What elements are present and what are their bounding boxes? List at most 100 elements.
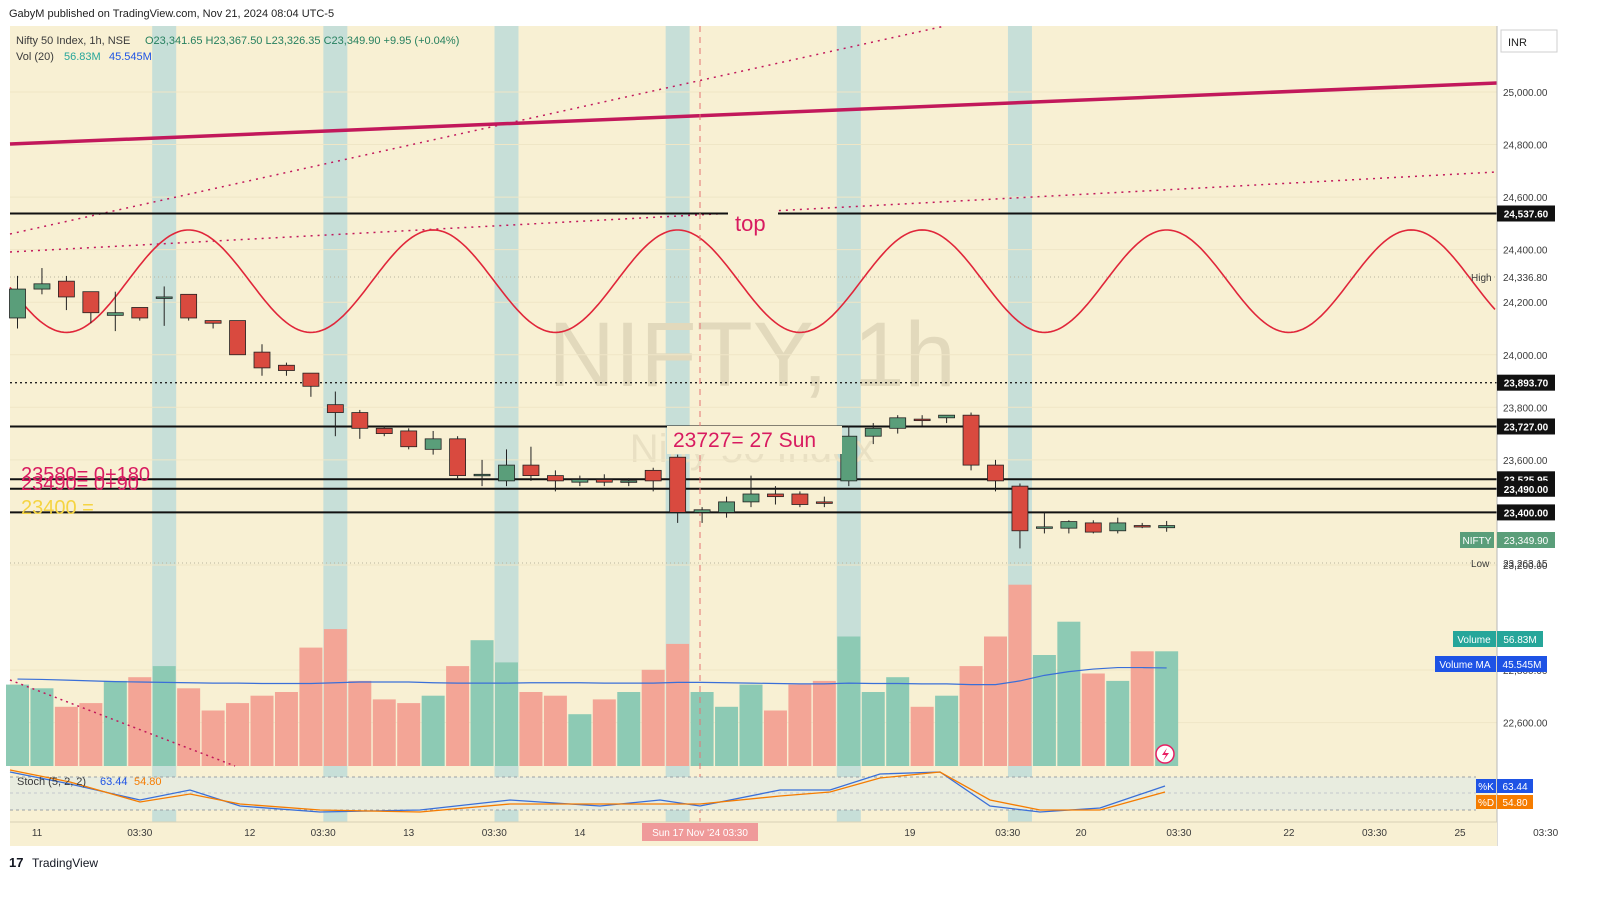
volume-bar	[470, 640, 494, 766]
candle-body	[864, 427, 882, 437]
candle-body	[718, 501, 735, 513]
volume-bar	[641, 669, 665, 766]
level-tag-text: 23,400.00	[1504, 508, 1549, 519]
volume-bar	[519, 692, 543, 766]
candle-body	[473, 473, 491, 477]
candle-body	[620, 480, 638, 483]
flash-icon-bolt	[1162, 748, 1169, 761]
volume-bar	[128, 677, 152, 766]
price-axis-bg[interactable]	[1497, 26, 1557, 846]
time-tick: 14	[574, 828, 586, 839]
tradingview-logo-icon[interactable]: 17	[9, 855, 23, 870]
volume-tag-value-bg	[1497, 631, 1543, 647]
candle-body	[742, 493, 760, 503]
volume-ma-line	[17, 666, 1167, 686]
stoch-d-value: 54.80	[1502, 798, 1527, 809]
time-tick: 19	[904, 828, 916, 839]
candle-body	[840, 435, 858, 482]
trend-line-dotted-steep	[9, 25, 946, 235]
stoch-d-line	[9, 769, 1166, 813]
volume-bar	[739, 684, 763, 766]
candle-body	[1036, 526, 1053, 529]
volume-bar	[910, 706, 934, 766]
level-23727-bg	[667, 426, 842, 454]
stoch-label[interactable]: Stoch (5, 2, 2)	[17, 776, 86, 788]
price-tick: 23,200.00	[1503, 561, 1548, 572]
high-value: 24,336.80	[1503, 273, 1548, 284]
time-tick: 22	[1283, 828, 1295, 839]
candle-body	[938, 414, 955, 419]
price-tick: 22,600.00	[1503, 719, 1548, 730]
volume-bar	[79, 703, 103, 766]
candle-body	[351, 412, 369, 429]
candle-body	[669, 456, 687, 513]
legend-vol-ma-value: 45.545M	[109, 51, 152, 63]
candle-body	[204, 320, 222, 324]
volume-bar	[715, 706, 739, 766]
currency-label: INR	[1508, 37, 1527, 49]
annotation-23727: 23727= 27 Sun	[673, 429, 816, 452]
volume-bar	[323, 629, 347, 766]
legend-vol-label[interactable]: Vol (20)	[16, 51, 54, 63]
level-tag-bg	[1497, 205, 1555, 222]
volume-bar	[690, 692, 714, 766]
time-tick: 20	[1076, 828, 1088, 839]
candle-body	[1011, 485, 1029, 532]
stoch-d-value-bg	[1497, 795, 1533, 809]
legend-symbol[interactable]: Nifty 50 Index, 1h, NSE	[16, 35, 130, 47]
time-tick: 11	[32, 828, 43, 839]
price-tick: 23,600.00	[1503, 456, 1548, 467]
volume-bar	[543, 695, 567, 766]
candle-body	[889, 417, 907, 429]
candle-body	[1084, 522, 1102, 533]
stoch-k-legend: 63.44	[100, 776, 128, 788]
volume-tag-label: Volume	[1457, 635, 1491, 646]
volume-ma-tag-label-bg	[1435, 656, 1496, 672]
candle-body	[375, 427, 393, 434]
volume-bar	[397, 703, 421, 766]
volume-bar	[495, 662, 518, 766]
stoch-k-tag: %K	[1478, 782, 1494, 793]
level-tag-bg	[1497, 504, 1555, 521]
annotation-23580: 23580= 0+180	[21, 464, 150, 486]
volume-bar	[568, 714, 592, 766]
price-tick: 24,600.00	[1503, 193, 1548, 204]
price-tick: 24,400.00	[1503, 246, 1548, 257]
volume-ma-tag-label: Volume MA	[1439, 660, 1490, 671]
volume-bar	[1032, 655, 1056, 766]
time-tick: 03:30	[1533, 828, 1558, 839]
volume-bar	[959, 666, 983, 766]
stoch-d-legend: 54.80	[134, 776, 162, 788]
stoch-k-value-bg	[1497, 779, 1533, 793]
volume-bar	[763, 710, 787, 766]
nifty-tag-label-bg	[1460, 532, 1494, 548]
currency-box[interactable]	[1500, 29, 1558, 53]
volume-bar	[788, 684, 812, 766]
candle-body	[82, 291, 100, 314]
volume-bar	[372, 699, 396, 766]
level-tag-text: 23,727.00	[1504, 422, 1549, 433]
legend-ohlc: O23,341.65 H23,367.50 L23,326.35 C23,349…	[145, 35, 459, 47]
volume-bar	[6, 684, 29, 766]
candle-body	[106, 312, 124, 316]
candle-body	[278, 364, 295, 371]
level-tag-bg	[1497, 374, 1555, 391]
stoch-k-value: 63.44	[1502, 782, 1527, 793]
candle-body	[33, 283, 51, 290]
price-tick: 25,000.00	[1503, 88, 1548, 99]
volume-trend-dotted	[9, 679, 236, 767]
nifty-tag-label: NIFTY	[1463, 536, 1492, 547]
time-tick: 03:30	[995, 828, 1020, 839]
volume-bar	[1130, 651, 1154, 766]
candle-body	[424, 438, 442, 450]
tradingview-logo-text[interactable]: TradingView	[32, 856, 98, 870]
stoch-d-tag-bg	[1476, 795, 1496, 809]
volume-bars	[6, 584, 1179, 766]
low-value: 23,263.15	[1503, 559, 1548, 570]
volume-ma-tag-value: 45.545M	[1503, 660, 1542, 671]
price-tick: 24,800.00	[1503, 141, 1548, 152]
candle-body	[326, 404, 344, 413]
volume-bar	[837, 636, 861, 766]
candle-body	[767, 493, 784, 498]
